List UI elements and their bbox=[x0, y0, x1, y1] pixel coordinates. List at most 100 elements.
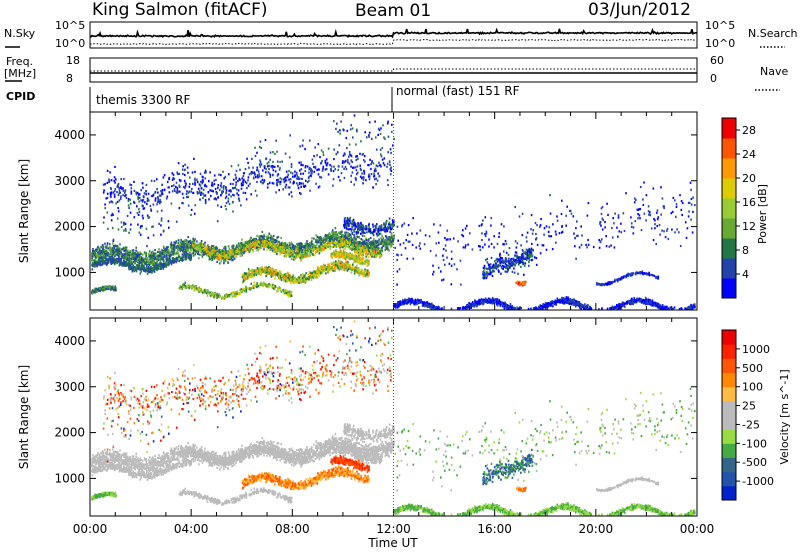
power-pixel bbox=[156, 261, 158, 264]
power-pixel bbox=[201, 251, 204, 254]
power-pixel bbox=[215, 257, 218, 260]
power-pixel bbox=[369, 252, 371, 255]
freq-right-tick-bottom: 0 bbox=[710, 72, 717, 85]
power-pixel bbox=[256, 242, 258, 245]
power-pixel bbox=[359, 241, 362, 244]
power-pixel bbox=[137, 262, 140, 265]
power-pixel bbox=[279, 248, 282, 251]
power-pixel bbox=[289, 255, 291, 258]
power-pixel bbox=[265, 235, 268, 238]
power-pixel bbox=[177, 245, 179, 248]
power-pixel bbox=[259, 236, 261, 239]
power-pixel bbox=[339, 264, 341, 267]
power-pixel bbox=[271, 246, 273, 249]
power-pixel bbox=[124, 252, 126, 255]
power-pixel bbox=[269, 234, 272, 237]
power-pixel bbox=[341, 254, 343, 257]
power-pixel bbox=[341, 237, 344, 240]
power-pixel bbox=[225, 259, 227, 263]
power-pixel bbox=[93, 254, 96, 257]
power-pixel bbox=[204, 252, 206, 256]
power-pixel bbox=[105, 261, 108, 264]
power-pixel bbox=[189, 246, 191, 249]
power-pixel bbox=[365, 239, 368, 242]
power-pixel bbox=[162, 245, 165, 248]
power-pixel bbox=[243, 290, 246, 293]
power-pixel bbox=[276, 244, 279, 247]
power-pixel bbox=[223, 252, 225, 255]
power-pixel bbox=[107, 251, 109, 254]
power-pixel bbox=[121, 264, 124, 267]
power-pixel bbox=[335, 242, 337, 245]
power-pixel bbox=[243, 244, 245, 247]
power-pixel bbox=[282, 242, 284, 246]
power-pixel bbox=[282, 250, 284, 253]
power-pixel bbox=[347, 246, 350, 249]
power-pixel bbox=[349, 237, 352, 240]
power-pixel bbox=[277, 236, 280, 239]
power-pixel bbox=[129, 260, 131, 263]
power-pixel bbox=[185, 286, 187, 289]
power-pixel bbox=[216, 247, 218, 250]
power-pixel bbox=[260, 270, 263, 273]
power-pixel bbox=[329, 244, 331, 247]
power-pixel bbox=[224, 247, 227, 250]
power-pixel bbox=[228, 295, 230, 298]
power-pixel bbox=[132, 256, 135, 259]
power-pixel bbox=[223, 246, 226, 249]
power-pixel bbox=[177, 239, 180, 242]
nsearch-trace bbox=[89, 38, 698, 46]
power-pixel bbox=[218, 248, 220, 251]
power-pixel bbox=[388, 238, 391, 241]
power-pixel bbox=[345, 231, 348, 234]
power-pixel bbox=[279, 253, 281, 256]
power-pixel bbox=[236, 292, 238, 295]
power-pixel bbox=[325, 268, 327, 271]
power-pixel bbox=[305, 256, 307, 259]
power-pixel bbox=[230, 257, 232, 260]
power-pixel bbox=[249, 240, 251, 243]
power-pixel bbox=[260, 244, 263, 247]
freq-panel bbox=[89, 57, 698, 83]
power-pixel bbox=[280, 247, 283, 251]
power-pixel bbox=[170, 263, 173, 266]
power-pixel bbox=[256, 286, 258, 289]
power-pixel bbox=[99, 254, 101, 257]
power-pixel bbox=[98, 258, 100, 261]
power-pixel bbox=[147, 260, 150, 263]
power-pixel bbox=[139, 251, 141, 254]
power-pixel bbox=[136, 260, 139, 263]
power-pixel bbox=[369, 248, 372, 252]
power-pixel bbox=[241, 251, 244, 254]
power-pixel bbox=[245, 285, 247, 288]
power-pixel bbox=[201, 244, 204, 247]
power-pixel bbox=[108, 249, 111, 252]
power-pixel bbox=[289, 274, 292, 277]
power-pixel bbox=[325, 246, 327, 249]
power-pixel bbox=[186, 284, 189, 287]
power-pixel bbox=[340, 250, 342, 253]
power-pixel bbox=[343, 240, 346, 243]
power-pixel bbox=[183, 241, 185, 245]
power-pixel bbox=[382, 237, 385, 240]
power-pixel bbox=[322, 245, 325, 248]
power-pixel bbox=[331, 262, 333, 266]
power-pixel bbox=[140, 259, 143, 262]
power-pixel bbox=[163, 249, 166, 252]
power-pixel bbox=[269, 246, 272, 249]
power-pixel bbox=[274, 243, 276, 246]
power-pixel bbox=[311, 242, 313, 246]
power-pixel bbox=[153, 252, 155, 255]
power-pixel bbox=[307, 273, 309, 276]
power-pixel bbox=[280, 246, 283, 249]
power-pixel bbox=[180, 288, 183, 291]
power-pixel bbox=[149, 253, 152, 256]
power-pixel bbox=[112, 259, 114, 262]
power-pixel bbox=[127, 251, 130, 254]
power-pixel bbox=[355, 233, 358, 236]
power-pixel bbox=[152, 250, 154, 253]
power-pixel bbox=[153, 265, 155, 268]
power-pixel bbox=[171, 246, 174, 249]
power-pixel bbox=[158, 265, 161, 268]
power-pixel bbox=[126, 251, 128, 254]
